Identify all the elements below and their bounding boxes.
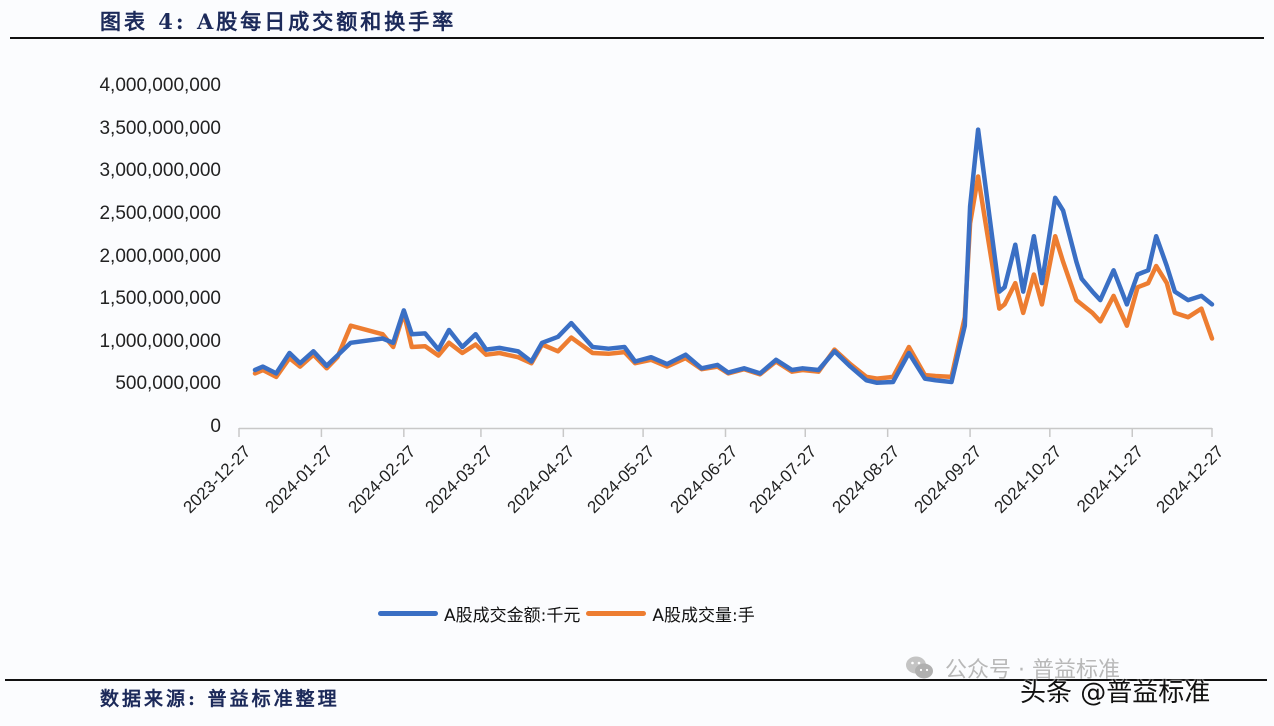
x-axis <box>238 427 1213 437</box>
wechat-watermark: 公众号 · 普益标准 <box>905 652 1120 684</box>
legend-label-volume: A股成交量:手 <box>652 606 755 626</box>
legend-item-amount: A股成交金额:千元 <box>378 601 580 626</box>
y-tick-label: 500,000,000 <box>115 373 221 395</box>
y-tick-label: 3,500,000,000 <box>99 117 221 139</box>
legend-swatch-volume <box>586 611 647 616</box>
series-line-amount <box>252 127 1215 386</box>
title-divider <box>10 37 1264 39</box>
legend-label-amount: A股成交金额:千元 <box>444 606 581 626</box>
legend-item-volume: A股成交量:手 <box>586 601 755 626</box>
series-line-volume <box>252 174 1215 381</box>
chart-title: 图表 4: A股每日成交额和换手率 <box>100 9 457 34</box>
chart-legend: A股成交金额:千元 A股成交量:手 <box>378 601 761 626</box>
toutiao-watermark: 头条 @普益标准 <box>1020 678 1211 708</box>
y-tick-label: 2,000,000,000 <box>99 245 221 267</box>
y-tick-label: 2,500,000,000 <box>99 202 221 224</box>
y-tick-label: 1,500,000,000 <box>99 288 221 310</box>
legend-swatch-amount <box>378 611 438 616</box>
data-source-note: 数据来源: 普益标准整理 <box>100 688 340 710</box>
y-tick-label: 1,000,000,000 <box>99 330 221 352</box>
y-tick-label: 3,000,000,000 <box>99 160 221 182</box>
wechat-icon <box>906 656 933 679</box>
y-tick-label: 4,000,000,000 <box>99 75 221 96</box>
footer-divider <box>5 679 1267 681</box>
wechat-watermark-text: 公众号 · 普益标准 <box>945 658 1120 683</box>
y-tick-label: 0 <box>210 416 221 437</box>
